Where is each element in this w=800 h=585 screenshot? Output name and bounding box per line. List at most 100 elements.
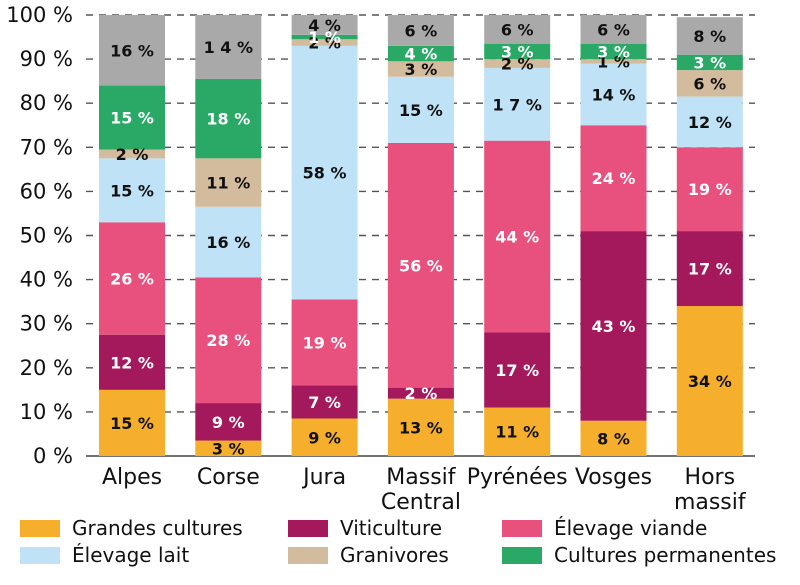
bar-segment	[291, 299, 358, 386]
bar-segment	[387, 398, 454, 456]
bar-segment	[387, 45, 454, 62]
bar-segment	[676, 54, 743, 71]
data-label: 18 %	[206, 110, 250, 129]
bar-segment	[484, 59, 551, 68]
data-label: 1 7 %	[492, 95, 541, 114]
data-label: 1 %	[308, 28, 341, 47]
data-label: 28 %	[206, 331, 250, 350]
data-label: 11 %	[495, 423, 539, 442]
bar-segment	[676, 306, 743, 456]
bar-segment	[387, 142, 454, 388]
bar-segment	[99, 85, 165, 150]
bar-segment	[99, 149, 165, 159]
y-tick-label: 90 %	[20, 47, 73, 71]
data-label: 24 %	[592, 169, 636, 188]
y-tick-label: 20 %	[20, 356, 73, 380]
legend-label: Cultures permanentes	[554, 543, 777, 567]
data-label: 15 %	[110, 181, 154, 200]
data-label: 4 %	[405, 45, 438, 64]
data-label: 3 %	[405, 60, 438, 79]
data-label: 17 %	[688, 260, 732, 279]
y-tick-label: 30 %	[20, 312, 73, 336]
legend-item-granivores: Granivores	[288, 543, 449, 567]
data-label: 3 %	[501, 42, 534, 61]
bar-segment	[291, 34, 358, 40]
legend-item-grandes-cultures: Grandes cultures	[20, 516, 243, 540]
legend-item-cultures-permanentes: Cultures permanentes	[502, 543, 776, 567]
data-label: 11 %	[206, 174, 250, 193]
legend-label: Élevage lait	[72, 543, 190, 567]
x-category-label: Hors	[685, 465, 736, 490]
x-category-label: Corse	[197, 465, 260, 490]
data-label: 3 %	[212, 439, 245, 458]
data-label: 15 %	[399, 101, 443, 120]
legend-label: Granivores	[340, 543, 449, 567]
data-label: 2 %	[116, 145, 149, 164]
bar-segment	[580, 420, 647, 456]
data-label: 4 %	[308, 16, 341, 35]
legend-item-elevage-lait: Élevage lait	[20, 543, 189, 567]
data-label: 26 %	[110, 269, 154, 288]
bar-segment	[484, 43, 551, 60]
data-label: 2 %	[405, 384, 438, 403]
data-label: 8 %	[693, 27, 726, 46]
x-category-label-line2: massif	[674, 490, 747, 515]
y-tick-label: 60 %	[20, 179, 73, 203]
bar-segment	[484, 67, 551, 141]
bar-segment	[484, 407, 551, 456]
data-label: 13 %	[399, 418, 443, 437]
data-label: 6 %	[597, 20, 630, 39]
data-label: 15 %	[110, 109, 154, 128]
data-label: 56 %	[399, 256, 443, 275]
data-label: 16 %	[206, 233, 250, 252]
data-label: 2 %	[501, 55, 534, 74]
bar-segment	[195, 78, 262, 159]
data-label: 6 %	[405, 21, 438, 40]
data-label: 43 %	[592, 317, 636, 336]
bar-segment	[484, 140, 551, 333]
bar-segment	[99, 389, 165, 456]
data-label: 58 %	[303, 164, 347, 183]
data-label: 17 %	[495, 361, 539, 380]
data-label: 12 %	[110, 353, 154, 372]
y-axis-ticks: 0 % 10 % 20 % 30 % 40 % 50 % 60 % 70 % 80 % 90 % 1…	[6, 3, 73, 468]
data-label: 9 %	[308, 428, 341, 447]
x-category-label: Massif	[386, 465, 456, 490]
data-label: 7 %	[308, 393, 341, 412]
bar-segment	[291, 45, 358, 300]
data-label: 6 %	[693, 74, 726, 93]
x-category-label-line2: Central	[381, 490, 461, 515]
bar-segment	[195, 206, 262, 278]
legend-swatch	[20, 546, 60, 564]
bar-segment	[676, 147, 743, 232]
bar-segment	[580, 59, 647, 64]
data-label: 16 %	[110, 41, 154, 60]
bar-segment	[195, 403, 262, 441]
bar-segment	[291, 418, 358, 456]
bar-segment	[195, 440, 262, 456]
bar-segment	[676, 231, 743, 307]
bar-segment	[99, 334, 165, 390]
x-category-label: Vosges	[575, 465, 652, 490]
data-label: 8 %	[597, 429, 630, 448]
bars	[99, 15, 743, 456]
legend-label: Grandes cultures	[72, 516, 243, 540]
y-tick-label: 80 %	[20, 91, 73, 115]
data-label: 14 %	[592, 85, 636, 104]
y-tick-label: 50 %	[20, 224, 73, 248]
data-label: 19 %	[688, 180, 732, 199]
data-label: 3 %	[693, 53, 726, 72]
bar-segment	[99, 15, 165, 86]
y-tick-label: 100 %	[6, 3, 73, 27]
bar-segment	[195, 158, 262, 207]
legend-swatch	[20, 519, 60, 537]
legend-label: Viticulture	[340, 516, 443, 540]
bar-segment	[676, 96, 743, 148]
bar-segment	[99, 222, 165, 335]
bar-segment	[676, 17, 743, 55]
legend-swatch	[288, 546, 328, 564]
legend-label: Élevage viande	[554, 516, 708, 540]
data-label: 19 %	[303, 333, 347, 352]
bar-segment	[580, 43, 647, 60]
